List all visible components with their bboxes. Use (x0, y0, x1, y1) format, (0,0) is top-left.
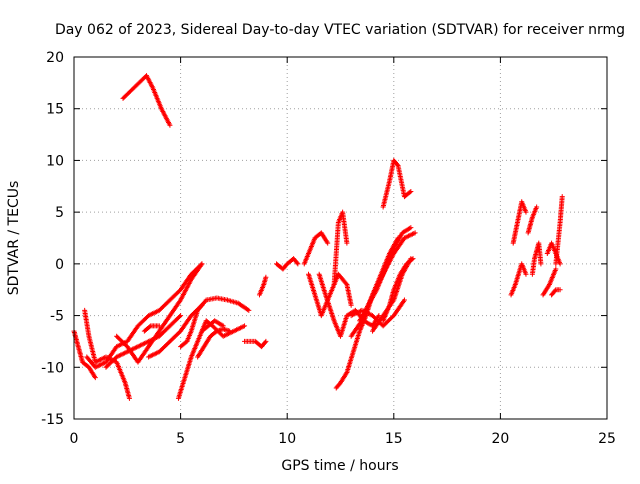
y-tick-label: -5 (50, 309, 64, 325)
y-tick-label: -15 (41, 412, 64, 428)
data-markers (141, 323, 162, 334)
series-arc-30 (529, 240, 544, 277)
y-tick-label: 0 (55, 257, 64, 273)
data-markers (301, 230, 331, 267)
data-markers (84, 261, 205, 370)
x-tick-label: 25 (598, 431, 616, 447)
data-markers (114, 261, 205, 365)
series-arc-16 (301, 230, 331, 267)
series-arc-8 (141, 323, 162, 334)
series-arc-10 (175, 318, 226, 401)
data-markers (82, 307, 132, 401)
data-markers (120, 73, 173, 128)
data-markers (331, 209, 350, 288)
x-tick-label: 0 (70, 431, 79, 447)
x-tick-label: 20 (491, 431, 509, 447)
series-arc-28 (510, 199, 529, 246)
series-arc-18 (316, 271, 382, 339)
series-arc-19 (331, 209, 350, 288)
series-arc-13 (242, 338, 269, 350)
data-markers (540, 266, 559, 298)
x-tick-label: 15 (385, 431, 403, 447)
series-arc-34 (549, 287, 563, 298)
data-markers (256, 274, 269, 298)
series-arc-6 (114, 261, 205, 365)
data-markers (553, 194, 565, 267)
x-axis-label: GPS time / hours (281, 458, 398, 474)
plot-frame (73, 56, 608, 420)
series-arc-29 (525, 204, 540, 236)
series-arc-26 (380, 157, 414, 210)
series-arc-4 (84, 261, 205, 370)
y-tick-label: 15 (46, 102, 64, 118)
data-markers (274, 256, 301, 272)
y-axis-label: SDTVAR / TECUs (6, 181, 22, 296)
y-tick-label: 10 (46, 153, 64, 169)
data-markers (175, 318, 226, 401)
data-markers (242, 338, 269, 350)
data-markers (549, 287, 563, 298)
series-arc-3 (82, 307, 132, 401)
series-arc-14 (256, 274, 269, 298)
y-tick-label: 5 (55, 205, 64, 221)
data-markers (348, 297, 407, 329)
series-arc-9 (178, 295, 252, 350)
series-arc-1 (120, 73, 173, 128)
data-markers (199, 318, 248, 339)
data-markers (508, 261, 529, 298)
y-tick-label: -10 (41, 360, 64, 376)
data-markers (380, 256, 416, 324)
series-arc-12 (199, 318, 248, 339)
data-markers (510, 199, 529, 246)
data-markers (178, 295, 252, 350)
y-tick-label: 20 (46, 50, 64, 66)
chart-title: Day 062 of 2023, Sidereal Day-to-day VTE… (55, 22, 625, 38)
data-markers (380, 157, 414, 210)
axis-ticks: 0 5 10 15 20 25 -15 -10 -5 0 5 10 15 20 (41, 50, 616, 447)
series-arc-27 (508, 261, 529, 298)
series-arc-15 (274, 256, 301, 272)
data-markers (316, 271, 382, 339)
series-arc-33 (553, 194, 565, 267)
x-tick-label: 10 (278, 431, 296, 447)
data-markers (525, 204, 540, 236)
x-tick-label: 5 (176, 431, 185, 447)
data-markers (529, 240, 544, 277)
series-arc-24 (380, 256, 416, 324)
series-arc-25 (348, 297, 407, 329)
series-arc-31 (540, 266, 559, 298)
data-series (71, 73, 565, 401)
